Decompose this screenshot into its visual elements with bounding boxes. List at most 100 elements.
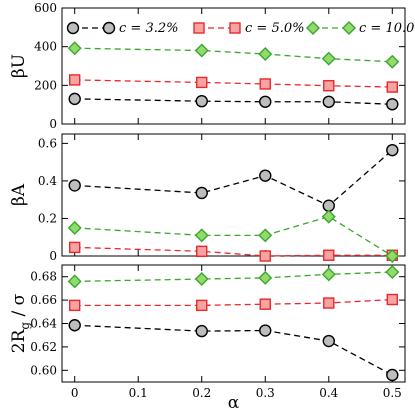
data-point [69, 74, 81, 86]
legend-label: c = 10.0% [359, 21, 415, 36]
series-line [74, 98, 393, 105]
legend-marker [229, 22, 241, 34]
panel-frame [61, 133, 406, 257]
data-point [67, 274, 82, 289]
data-point [258, 47, 273, 62]
x-tick-label: 0.1 [129, 386, 148, 400]
data-point [322, 334, 335, 348]
series-2 [69, 74, 398, 93]
data-point [195, 186, 208, 200]
series-line [74, 215, 393, 257]
data-point [386, 81, 398, 93]
y-tick-label: 600 [34, 1, 57, 15]
panel-2: 0 0.2 0.4 0.6 βA [9, 133, 406, 263]
data-point [322, 95, 335, 108]
y-tick-label: 0.60 [30, 363, 57, 377]
legend-marker [102, 21, 116, 35]
data-point [386, 143, 399, 157]
y-label-sub: g [18, 322, 32, 330]
data-point [67, 41, 82, 56]
data-point [259, 169, 272, 182]
data-point [68, 92, 81, 106]
data-point [67, 220, 82, 235]
data-point [386, 368, 399, 382]
series-1 [68, 143, 399, 212]
y-label-tail: / σ [9, 293, 29, 322]
data-point [258, 228, 273, 243]
data-point [195, 94, 208, 108]
data-point [259, 324, 272, 337]
data-point [321, 51, 336, 66]
y-label-main: 2R [9, 328, 29, 353]
series-line [74, 246, 393, 257]
series-line [74, 47, 393, 63]
data-point [68, 179, 81, 192]
data-point [259, 95, 272, 108]
series-line [74, 271, 393, 283]
x-tick-label: 0 [71, 386, 79, 400]
series-line [74, 324, 393, 376]
legend-marker [342, 21, 356, 35]
data-point [196, 299, 208, 312]
legend-label: c = 3.2% [119, 21, 178, 36]
data-point [385, 265, 400, 280]
series-3 [67, 41, 400, 69]
series-2 [69, 293, 398, 312]
data-point [386, 98, 399, 111]
x-tick-label: 0.5 [383, 386, 402, 400]
panel-frame [61, 7, 406, 125]
y-tick-label: 0.6 [38, 136, 57, 150]
x-tick-label: 0.4 [319, 386, 338, 400]
series-1 [68, 319, 399, 382]
series-3 [67, 209, 400, 263]
y-axis-label: βA [9, 183, 29, 206]
panel-frame [61, 264, 406, 383]
data-point [195, 324, 208, 338]
data-point [196, 76, 208, 89]
data-point [194, 272, 209, 287]
data-point [259, 250, 271, 262]
series-3 [67, 265, 400, 289]
series-1 [68, 92, 399, 111]
y-tick-label: 0.66 [30, 293, 57, 307]
data-point [69, 299, 81, 312]
data-point [259, 78, 271, 90]
x-tick-label: 0.2 [192, 386, 211, 400]
panel-3: 0.60 0.62 0.64 0.66 0.68 0 0.1 0.2 0.3 0.4 0.5 2Rg … [9, 264, 406, 400]
y-tick-label: 0.2 [38, 211, 57, 225]
y-tick-label: 0.4 [38, 174, 57, 188]
y-tick-label: 0.64 [30, 317, 57, 331]
data-point [323, 80, 335, 92]
y-axis-label: 2Rg / σ [9, 293, 32, 353]
data-point [68, 319, 81, 332]
y-tick-label: 0 [49, 117, 57, 131]
y-axis-label: βU [9, 54, 29, 78]
data-point [259, 298, 271, 310]
y-tick-label: 200 [34, 78, 57, 92]
y-tick-label: 0.62 [30, 340, 57, 354]
data-point [69, 241, 81, 254]
data-point [321, 209, 336, 224]
series-line [74, 149, 393, 207]
data-point [386, 293, 398, 306]
data-point [258, 270, 273, 285]
legend-marker [193, 22, 205, 34]
data-point [194, 43, 209, 58]
x-axis-label: α [228, 393, 240, 413]
data-point [323, 249, 335, 261]
x-tick-label: 0.3 [256, 386, 275, 400]
y-tick-label: 0.68 [30, 270, 57, 284]
legend-label: c = 5.0% [245, 21, 304, 36]
panel-1: 0 200 400 600 βU [9, 1, 406, 131]
data-point [194, 228, 209, 243]
legend-marker [306, 21, 320, 35]
y-tick-label: 0 [49, 249, 57, 263]
series-line [74, 298, 393, 307]
data-point [196, 245, 208, 258]
y-tick-label: 400 [34, 40, 57, 54]
data-point [385, 249, 400, 263]
legend: c = 3.2% c = 5.0% c = 10.0% [66, 21, 415, 36]
legend-marker [66, 21, 80, 35]
data-point [323, 297, 335, 309]
data-point [322, 199, 335, 212]
